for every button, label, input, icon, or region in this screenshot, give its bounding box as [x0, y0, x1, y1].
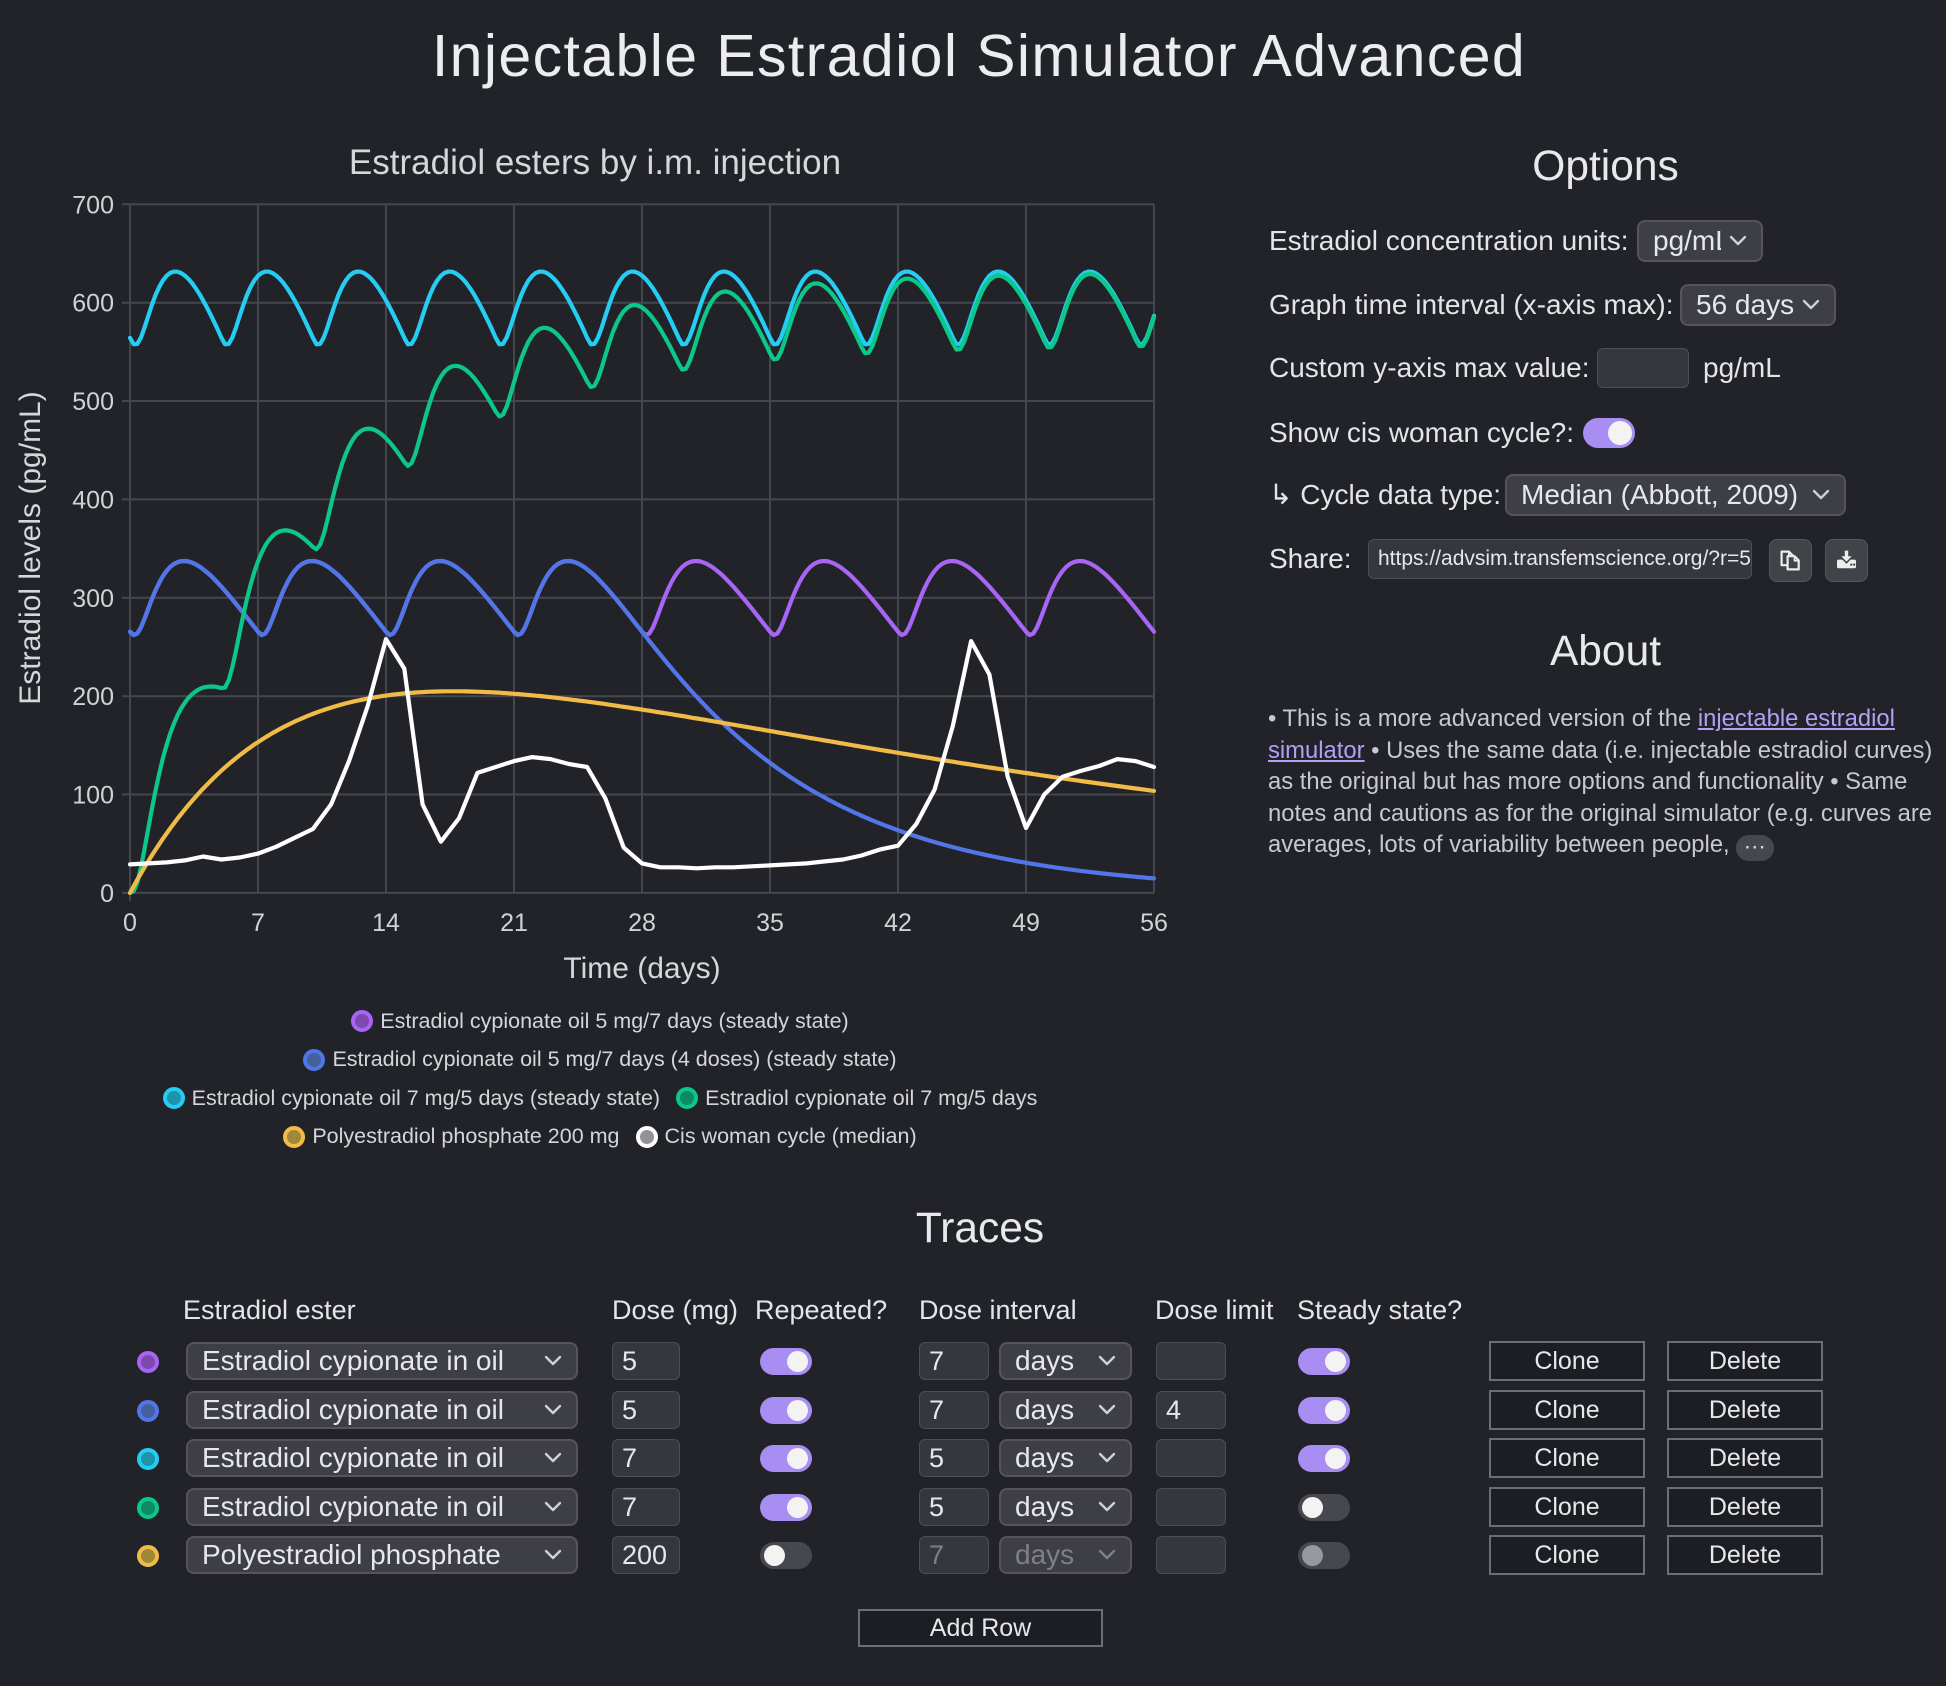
svg-text:35: 35 — [756, 909, 784, 937]
svg-text:100: 100 — [72, 782, 114, 810]
svg-text:56: 56 — [1140, 909, 1168, 937]
svg-text:700: 700 — [72, 191, 114, 219]
svg-text:42: 42 — [884, 909, 912, 937]
svg-text:500: 500 — [72, 388, 114, 416]
svg-text:49: 49 — [1012, 909, 1040, 937]
svg-text:600: 600 — [72, 290, 114, 318]
svg-text:7: 7 — [251, 909, 265, 937]
svg-text:Estradiol esters by i.m. injec: Estradiol esters by i.m. injection — [349, 143, 841, 182]
svg-text:200: 200 — [72, 683, 114, 711]
svg-text:14: 14 — [372, 909, 400, 937]
svg-text:400: 400 — [72, 486, 114, 514]
svg-text:28: 28 — [628, 909, 656, 937]
svg-text:300: 300 — [72, 585, 114, 613]
svg-text:Estradiol levels (pg/mL): Estradiol levels (pg/mL) — [14, 391, 47, 704]
svg-text:0: 0 — [100, 880, 114, 908]
svg-text:Time (days): Time (days) — [563, 952, 720, 985]
svg-text:0: 0 — [123, 909, 137, 937]
svg-text:21: 21 — [500, 909, 528, 937]
